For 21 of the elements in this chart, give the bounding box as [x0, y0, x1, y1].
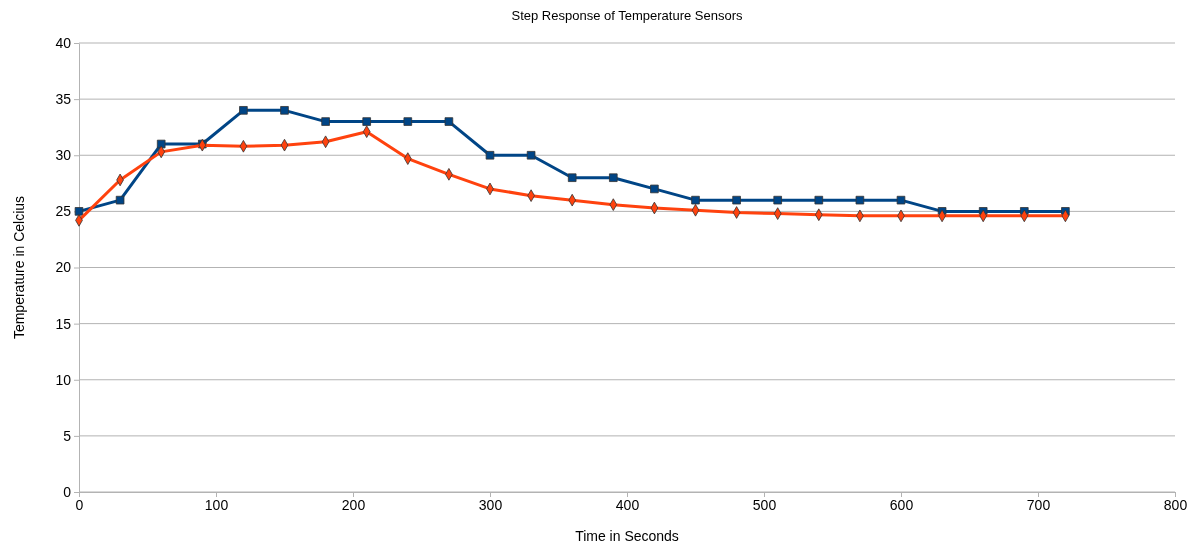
x-tick-label: 100 [204, 496, 229, 513]
y-axis-title: Temperature in Celcius [11, 195, 27, 340]
chart-title: Step Response of Temperature Sensors [511, 8, 743, 23]
y-tick-label: 5 [63, 427, 72, 444]
x-tick-label: 600 [889, 496, 914, 513]
x-tick-label: 0 [75, 496, 84, 513]
y-tick-label: 0 [63, 483, 72, 500]
x-tick-label: 400 [615, 496, 640, 513]
y-tick-label: 40 [55, 34, 72, 51]
x-tick-label: 800 [1163, 496, 1188, 513]
y-tick-label: 25 [55, 203, 72, 220]
x-tick-label: 500 [752, 496, 777, 513]
y-tick-label: 15 [55, 315, 72, 332]
x-tick-label: 700 [1026, 496, 1051, 513]
y-tick-label: 10 [55, 371, 72, 388]
y-tick-label: 20 [55, 259, 72, 276]
x-tick-label: 300 [478, 496, 503, 513]
x-axis-title: Time in Seconds [575, 528, 679, 544]
y-tick-label: 35 [55, 91, 72, 108]
y-tick-label: 30 [55, 147, 72, 164]
x-tick-label: 200 [341, 496, 366, 513]
